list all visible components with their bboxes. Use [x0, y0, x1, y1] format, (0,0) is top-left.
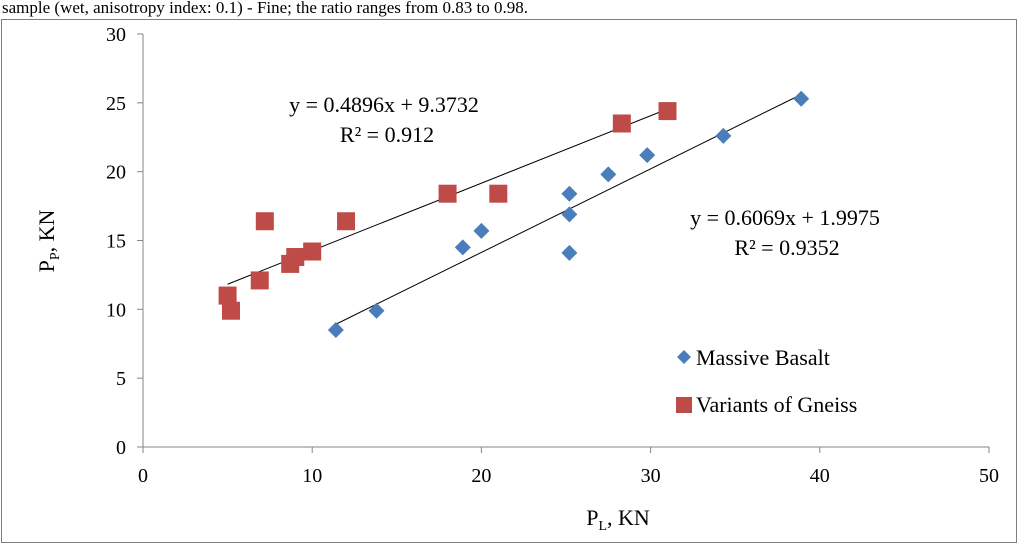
data-point-variants-of-gneiss [489, 184, 508, 203]
legend-marker-variants-of-gneiss [676, 397, 692, 413]
chart-border [1, 19, 1017, 543]
data-point-variants-of-gneiss [337, 212, 356, 231]
axes: 0 10 20 30 40 50 0 5 10 15 20 25 30 [106, 24, 999, 487]
data-point-massive-basalt [715, 127, 732, 144]
data-point-variants-of-gneiss [221, 301, 240, 320]
data-point-variants-of-gneiss [218, 286, 237, 305]
data-point-massive-basalt [639, 147, 656, 164]
data-point-variants-of-gneiss [286, 248, 305, 267]
data-point-massive-basalt [561, 206, 578, 223]
basalt-equation-label: y = 0.6069x + 1.9975 [690, 205, 880, 230]
data-point-variants-of-gneiss [255, 212, 274, 231]
data-point-variants-of-gneiss [250, 271, 269, 290]
legend-marker-massive-basalt [677, 350, 691, 364]
gneiss-r2-label: R² = 0.912 [340, 122, 434, 147]
data-point-variants-of-gneiss [612, 114, 631, 133]
data-point-variants-of-gneiss [303, 242, 322, 261]
data-point-massive-basalt [561, 244, 578, 261]
x-tick-label: 40 [810, 465, 830, 487]
legend: Massive Basalt Variants of Gneiss [676, 345, 857, 417]
x-tick-label: 30 [641, 465, 661, 487]
data-point-massive-basalt [327, 321, 344, 338]
y-tick-label: 0 [116, 437, 126, 459]
header-text-fragment: sample (wet, anisotropy index: 0.1) - Fi… [2, 0, 528, 17]
data-point-massive-basalt [561, 185, 578, 202]
data-point-variants-of-gneiss [438, 184, 457, 203]
legend-label-massive-basalt: Massive Basalt [696, 345, 830, 370]
data-point-massive-basalt [473, 222, 490, 239]
data-point-massive-basalt [454, 239, 471, 256]
y-tick-label: 15 [106, 231, 126, 253]
x-axis-title: PL, KN [586, 505, 650, 534]
y-tick-label: 5 [116, 368, 126, 390]
x-tick-label: 20 [471, 465, 491, 487]
data-point-massive-basalt [368, 302, 385, 319]
data-points [218, 90, 810, 338]
x-tick-label: 0 [138, 465, 148, 487]
legend-label-variants-of-gneiss: Variants of Gneiss [696, 392, 857, 417]
x-tick-label: 10 [302, 465, 322, 487]
y-tick-label: 30 [106, 24, 126, 46]
data-point-massive-basalt [793, 90, 810, 107]
y-tick-label: 25 [106, 93, 126, 115]
data-point-massive-basalt [600, 166, 617, 183]
y-tick-label: 20 [106, 162, 126, 184]
basalt-r2-label: R² = 0.9352 [734, 235, 839, 260]
data-point-variants-of-gneiss [658, 102, 677, 121]
y-tick-label: 10 [106, 299, 126, 321]
gneiss-equation-label: y = 0.4896x + 9.3732 [289, 92, 479, 117]
x-tick-label: 50 [979, 465, 999, 487]
y-axis-title: PP, KN [34, 209, 63, 272]
